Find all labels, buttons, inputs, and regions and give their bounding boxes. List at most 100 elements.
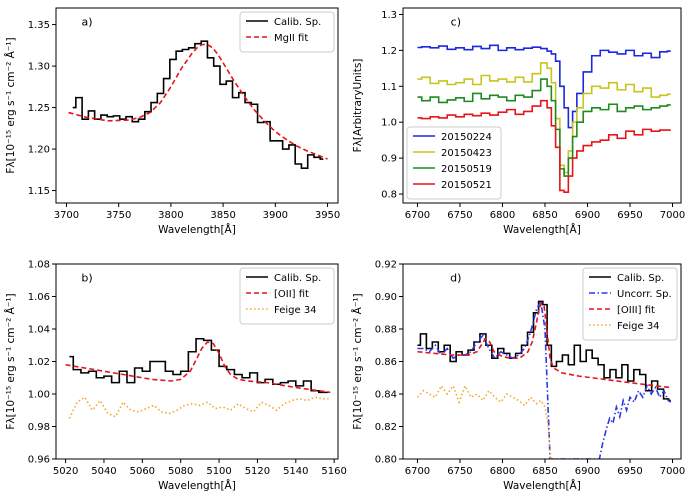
x-tick-label: 3800 <box>158 210 183 221</box>
y-tick-label: 0.86 <box>375 357 397 368</box>
panel-a: 3700 3750 3800 3850 3900 3950 1.15 1.20 1.25 1.30… <box>4 7 340 236</box>
x-tick-label: 6800 <box>490 466 515 477</box>
y-tick-label: 1.2 <box>381 46 397 57</box>
panel-c: 6700 6750 6800 6850 6900 6950 7000 0.8 0.9 1.0 1.1… <box>352 7 685 236</box>
legend-label: Calib. Sp. <box>617 273 664 284</box>
x-tick-label: 6950 <box>617 466 642 477</box>
y-tick-label: 1.15 <box>28 186 50 197</box>
x-tick-label: 5140 <box>283 466 308 477</box>
y-tick-label: 1.0 <box>381 118 397 129</box>
y-axis-label: Fλ[10⁻¹⁵ erg s⁻¹ cm⁻² Å⁻¹] <box>351 293 364 429</box>
series-line-b-1 <box>65 341 331 394</box>
axes-frame-a <box>55 7 339 204</box>
x-tick-label: 7000 <box>660 466 685 477</box>
x-tick-label: 6950 <box>617 210 642 221</box>
y-tick-label: 0.9 <box>381 154 397 165</box>
x-tick-label: 5160 <box>321 466 346 477</box>
x-tick-label: 5020 <box>53 466 78 477</box>
legend-a: Calib. Sp. MgII fit <box>239 11 335 53</box>
x-axis-label: Wavelength[Å] <box>158 223 236 236</box>
x-tick-label: 7000 <box>660 210 685 221</box>
x-tick-label: 3950 <box>315 210 340 221</box>
x-tick-label: 5100 <box>206 466 231 477</box>
y-tick-label: 0.90 <box>375 292 397 303</box>
y-tick-label: 0.96 <box>28 455 50 466</box>
x-tick-label: 3850 <box>210 210 235 221</box>
x-tick-label: 6750 <box>447 466 472 477</box>
series-line-d-2 <box>417 301 671 389</box>
x-tick-label: 5080 <box>168 466 193 477</box>
x-axis-label: Wavelength[Å] <box>158 479 236 492</box>
x-tick-label: 6700 <box>405 210 430 221</box>
axes-frame-c <box>402 7 682 204</box>
x-axis-label: Wavelength[Å] <box>503 479 581 492</box>
series-line-c-3 <box>417 99 671 194</box>
y-tick-label: 1.35 <box>28 20 50 31</box>
series-line-c-2 <box>417 78 671 177</box>
legend-label: Uncorr. Sp. <box>617 289 672 300</box>
x-tick-label: 6700 <box>405 466 430 477</box>
series-line-d-3 <box>416 383 552 459</box>
x-tick-label: 3900 <box>263 210 288 221</box>
y-axis-label: Fλ[10⁻¹⁵ erg s⁻¹ cm⁻² Å⁻¹] <box>4 37 17 173</box>
y-tick-label: 1.25 <box>28 103 50 114</box>
legend-label: 20150521 <box>441 180 492 191</box>
y-axis-label: Fλ[10⁻¹⁵ erg s⁻¹ cm⁻² Å⁻¹] <box>4 293 17 429</box>
legend-label: [OIII] fit <box>617 305 655 316</box>
x-tick-label: 6750 <box>447 210 472 221</box>
x-tick-label: 3750 <box>106 210 131 221</box>
y-tick-label: 1.04 <box>28 325 50 336</box>
x-tick-label: 6850 <box>532 210 557 221</box>
y-tick-label: 1.02 <box>28 357 50 368</box>
panel-letter: a) <box>81 16 92 29</box>
panel-b: 5020 5040 5060 5080 5100 5120 5140 5160 0.96 0.98… <box>4 260 347 493</box>
x-tick-label: 6900 <box>575 210 600 221</box>
legend-label: 20150423 <box>441 148 492 159</box>
y-axis-label: Fλ[ArbitraryUnits] <box>352 59 364 153</box>
y-tick-label: 1.30 <box>28 62 50 73</box>
y-tick-label: 0.84 <box>375 390 397 401</box>
legend-d: Calib. Sp. Uncorr. Sp. [OIII] fit Feige 34 <box>582 267 678 341</box>
series-line-d-1 <box>417 298 672 459</box>
x-tick-label: 6800 <box>490 210 515 221</box>
y-tick-label: 1.08 <box>28 260 50 271</box>
series-line-a-1 <box>68 43 328 160</box>
panel-letter: c) <box>451 16 461 29</box>
panel-letter: b) <box>81 272 92 285</box>
y-tick-label: 1.00 <box>28 390 50 401</box>
y-tick-label: 0.8 <box>381 190 397 201</box>
x-tick-label: 5120 <box>245 466 270 477</box>
legend-label: MgII fit <box>274 33 308 44</box>
legend-label: 20150519 <box>441 164 492 175</box>
series-line-b-0 <box>69 337 329 394</box>
y-tick-label: 0.92 <box>375 260 397 271</box>
legend-label: Feige 34 <box>617 321 660 332</box>
panel-d: 6700 6750 6800 6850 6900 6950 7000 0.80 0.82 0.84… <box>351 260 685 493</box>
x-tick-label: 5060 <box>130 466 155 477</box>
y-tick-label: 1.1 <box>381 82 397 93</box>
legend-label: 20150224 <box>441 132 492 143</box>
x-tick-label: 3700 <box>54 210 79 221</box>
y-tick-label: 1.20 <box>28 145 50 156</box>
legend-label: Calib. Sp. <box>274 17 321 28</box>
legend-c: 20150224 20150423 20150519 20150521 <box>406 126 502 200</box>
y-tick-label: 0.82 <box>375 422 397 433</box>
series-line-d-0 <box>417 300 671 402</box>
series-line-c-0 <box>417 44 671 129</box>
legend-label: [OII] fit <box>274 289 309 300</box>
y-tick-label: 0.98 <box>28 422 50 433</box>
y-tick-label: 0.80 <box>375 455 397 466</box>
y-tick-label: 1.06 <box>28 292 50 303</box>
legend-label: Feige 34 <box>274 305 317 316</box>
panel-letter: d) <box>450 272 461 285</box>
y-tick-label: 1.3 <box>381 10 397 21</box>
x-tick-label: 6900 <box>575 466 600 477</box>
series-line-a-0 <box>72 40 324 169</box>
legend-label: Calib. Sp. <box>274 273 321 284</box>
x-tick-label: 6850 <box>532 466 557 477</box>
legend-b: Calib. Sp. [OII] fit Feige 34 <box>239 267 335 325</box>
x-axis-label: Wavelength[Å] <box>503 223 581 236</box>
series-line-c-1 <box>417 62 671 174</box>
series-line-b-2 <box>68 396 329 419</box>
